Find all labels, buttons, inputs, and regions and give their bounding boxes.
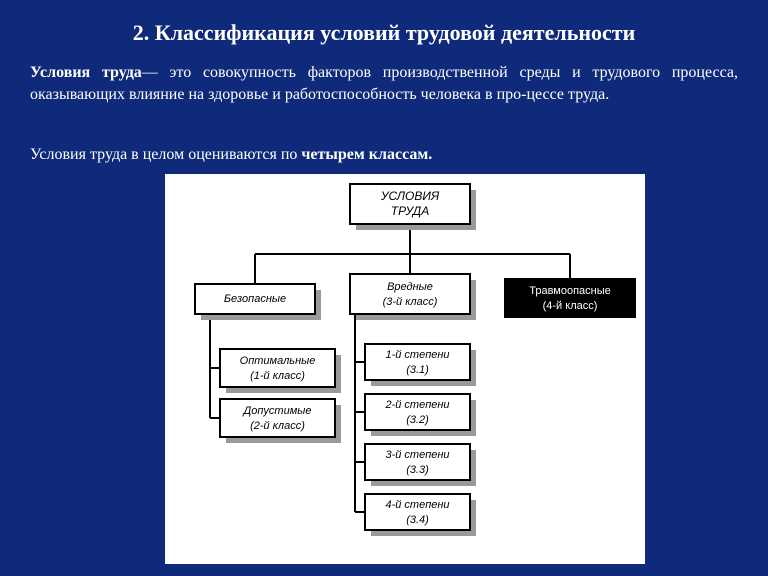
svg-text:Оптимальные: Оптимальные <box>240 355 316 367</box>
svg-text:Травмоопасные: Травмоопасные <box>529 285 611 297</box>
svg-text:3-й степени: 3-й степени <box>385 449 449 461</box>
svg-text:(2-й класс): (2-й класс) <box>250 420 305 432</box>
page-title: 2. Классификация условий трудовой деятел… <box>0 20 768 46</box>
subtext-b: четырем классам. <box>301 146 432 163</box>
definition-paragraph: Условия труда— это совокупность факторов… <box>30 62 738 105</box>
svg-text:2-й степени: 2-й степени <box>384 399 449 411</box>
term: Условия труда <box>30 64 142 81</box>
svg-text:(3.4): (3.4) <box>406 514 429 526</box>
tree-diagram: УСЛОВИЯТРУДА Безопасные Вредные (3-й класс)… <box>165 174 645 564</box>
svg-text:(1-й класс): (1-й класс) <box>250 370 305 382</box>
tree-svg: УСЛОВИЯТРУДА Безопасные Вредные (3-й класс)… <box>165 174 645 564</box>
svg-text:4-й степени: 4-й степени <box>385 499 449 511</box>
svg-text:(4-й класс): (4-й класс) <box>543 300 598 312</box>
svg-text:(3-й класс): (3-й класс) <box>383 296 438 308</box>
svg-text:1-й степени: 1-й степени <box>385 349 449 361</box>
svg-text:Вредные: Вредные <box>387 281 433 293</box>
svg-text:(3.1): (3.1) <box>406 364 429 376</box>
svg-text:УСЛОВИЯ: УСЛОВИЯ <box>380 189 440 203</box>
svg-text:(3.3): (3.3) <box>406 464 429 476</box>
subtext-paragraph: Условия труда в целом оцениваются по чет… <box>30 144 738 166</box>
svg-text:Допустимые: Допустимые <box>242 405 312 417</box>
slide: 2. Классификация условий трудовой деятел… <box>0 0 768 576</box>
svg-text:ТРУДА: ТРУДА <box>391 204 430 218</box>
subtext-a: Условия труда в целом оцениваются по <box>30 146 301 163</box>
svg-text:Безопасные: Безопасные <box>224 293 286 305</box>
svg-text:(3.2): (3.2) <box>406 414 429 426</box>
